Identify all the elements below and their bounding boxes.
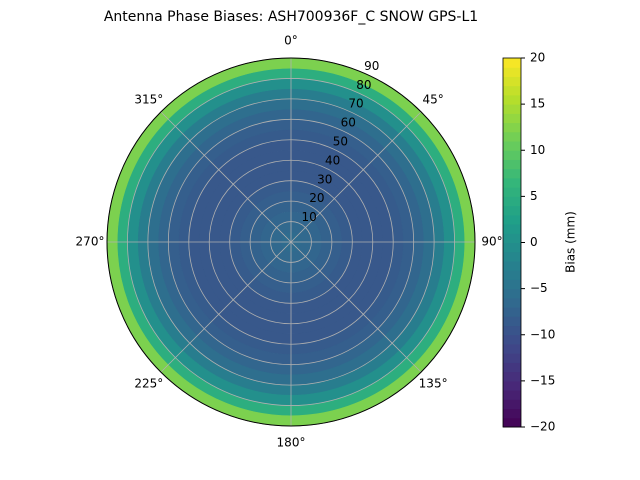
colorbar-band: [503, 168, 521, 179]
colorbar-band: [503, 113, 521, 124]
colorbar-tick-label: 15: [530, 97, 545, 111]
colorbar-band: [503, 380, 521, 391]
colorbar-band: [503, 288, 521, 299]
colorbar-band: [503, 417, 521, 428]
r-tick-label: 30: [317, 172, 332, 186]
theta-tick-label: 315°: [134, 92, 163, 106]
colorbar-band: [503, 58, 521, 68]
colorbar-band: [503, 104, 521, 114]
r-tick-label: 70: [348, 97, 363, 111]
colorbar-band: [503, 297, 521, 308]
colorbar-tick-label: −10: [530, 327, 555, 341]
r-tick-label: 90: [364, 59, 379, 73]
colorbar-band: [503, 279, 521, 290]
colorbar-band: [503, 270, 521, 280]
colorbar-tick-label: 10: [530, 143, 545, 157]
colorbar-band: [503, 67, 521, 77]
colorbar-band: [503, 141, 521, 151]
colorbar-band: [503, 205, 521, 216]
colorbar-tick-label: 0: [530, 235, 538, 249]
colorbar-band: [503, 251, 521, 262]
theta-grid-line: [160, 241, 292, 373]
colorbar-band: [503, 150, 521, 160]
colorbar-band: [503, 353, 521, 363]
theta-tick-label: 0°: [284, 34, 298, 48]
colorbar-band: [503, 187, 521, 197]
colorbar-band: [503, 408, 521, 419]
colorbar-band: [503, 85, 521, 96]
r-tick-label: 20: [309, 191, 324, 205]
theta-tick-label: 90°: [481, 235, 502, 249]
theta-grid-line: [290, 111, 422, 243]
theta-tick-label: 270°: [76, 235, 105, 249]
theta-tick-label: 135°: [419, 377, 448, 391]
r-tick-label: 80: [356, 78, 371, 92]
colorbar-band: [503, 196, 521, 207]
r-tick-label: 60: [341, 116, 356, 130]
colorbar-tick-label: −20: [530, 420, 555, 434]
theta-grid-line: [160, 111, 292, 243]
theta-tick-label: 225°: [134, 377, 163, 391]
colorbar-band: [503, 224, 521, 234]
colorbar-band: [503, 131, 521, 142]
colorbar-band: [503, 159, 521, 170]
colorbar-band: [503, 316, 521, 327]
colorbar-band: [503, 334, 521, 345]
colorbar-band: [503, 390, 521, 400]
theta-tick-label: 180°: [277, 436, 306, 450]
colorbar-band: [503, 214, 521, 225]
colorbar-tick-label: −5: [530, 281, 548, 295]
colorbar-band: [503, 343, 521, 354]
colorbar-band: [503, 242, 521, 253]
colorbar-band: [503, 94, 521, 105]
theta-tick-label: 45°: [422, 92, 443, 106]
theta-grid-line: [290, 241, 422, 373]
colorbar-band: [503, 371, 521, 382]
r-tick-label: 50: [333, 135, 348, 149]
colorbar-band: [503, 122, 521, 133]
colorbar-band: [503, 233, 521, 243]
colorbar-label: Bias (mm): [564, 211, 578, 273]
colorbar-tick-label: 5: [530, 189, 538, 203]
colorbar-band: [503, 260, 521, 271]
colorbar-band: [503, 177, 521, 188]
r-tick-label: 40: [325, 153, 340, 167]
colorbar-tick-label: 20: [530, 51, 545, 65]
colorbar-tick-label: −15: [530, 373, 555, 387]
colorbar-band: [503, 325, 521, 336]
r-tick-label: 10: [301, 210, 316, 224]
polar-frame: [106, 57, 476, 427]
colorbar-band: [503, 307, 521, 317]
colorbar-band: [503, 362, 521, 373]
colorbar-band: [503, 76, 521, 87]
chart-title: Antenna Phase Biases: ASH700936F_C SNOW …: [104, 9, 478, 25]
colorbar-band: [503, 399, 521, 410]
